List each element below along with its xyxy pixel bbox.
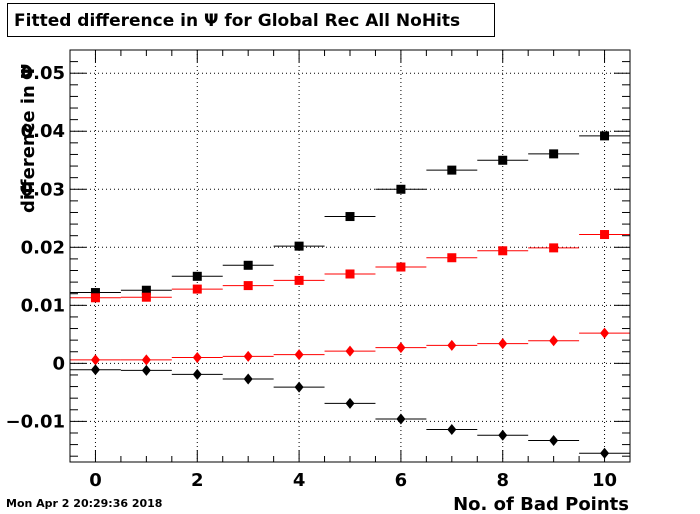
data-point <box>600 327 610 339</box>
grid <box>70 50 630 462</box>
data-point <box>345 345 355 357</box>
data-point <box>141 285 151 295</box>
data-point <box>294 275 304 285</box>
data-point <box>345 397 355 409</box>
chart-title: Fitted difference in Ψ for Global Rec Al… <box>14 11 461 31</box>
data-point <box>549 149 559 159</box>
data-point <box>498 246 508 256</box>
series-2 <box>70 230 630 303</box>
data-point <box>243 350 253 362</box>
data-point <box>90 293 100 303</box>
data-point <box>90 354 100 366</box>
x-tick-label: 4 <box>293 470 306 491</box>
data-point <box>243 281 253 291</box>
data-point <box>90 364 100 376</box>
x-axis-label: No. of Bad Points <box>453 494 629 514</box>
y-tick-label: 0 <box>52 353 65 374</box>
data-point <box>141 364 151 376</box>
data-point <box>294 241 304 251</box>
data-point <box>498 429 508 441</box>
series-4 <box>70 364 630 459</box>
data-point <box>294 349 304 361</box>
data-point <box>90 288 100 298</box>
x-tick-label: 6 <box>395 470 408 491</box>
x-tick-label: 0 <box>89 470 102 491</box>
data-point <box>243 373 253 385</box>
data-point <box>243 260 253 270</box>
y-tick-label: 0.01 <box>21 295 65 316</box>
timestamp: Mon Apr 2 20:29:36 2018 <box>6 497 163 510</box>
title-box: Fitted difference in Ψ for Global Rec Al… <box>7 3 495 37</box>
y-tick-label: 0.03 <box>21 179 65 200</box>
tick-labels: 0 2 4 6 8 10 −0.01 0 0.01 0.02 0.03 0.04 0.05 <box>6 63 618 491</box>
data-point <box>345 212 355 222</box>
data-point <box>192 284 202 294</box>
series-1 <box>70 131 630 298</box>
data-point <box>396 184 406 194</box>
data-point <box>192 352 202 364</box>
data-point <box>141 354 151 366</box>
data-point <box>600 131 610 141</box>
x-tick-label: 10 <box>592 470 617 491</box>
data-point <box>345 269 355 279</box>
data-point <box>141 292 151 302</box>
x-tick-label: 2 <box>191 470 204 491</box>
data-point <box>498 338 508 350</box>
y-axis-label: difference in Ψ <box>18 64 39 213</box>
data-point <box>294 381 304 393</box>
data-series <box>70 131 630 459</box>
x-tick-label: 8 <box>496 470 509 491</box>
data-point <box>447 424 457 436</box>
data-point <box>192 271 202 281</box>
data-point <box>396 342 406 354</box>
data-point <box>447 165 457 175</box>
y-tick-label: 0.05 <box>21 63 65 84</box>
y-tick-label: 0.04 <box>21 121 65 142</box>
data-point <box>396 262 406 272</box>
y-tick-label: −0.01 <box>6 411 66 432</box>
data-point <box>549 435 559 447</box>
data-point <box>549 243 559 253</box>
data-point <box>600 230 610 240</box>
series-3 <box>70 327 630 366</box>
data-point <box>192 368 202 380</box>
y-tick-label: 0.02 <box>21 237 65 258</box>
data-point <box>447 253 457 263</box>
data-point <box>498 155 508 165</box>
data-point <box>549 335 559 347</box>
data-point <box>396 413 406 425</box>
axis-ticks <box>70 50 630 462</box>
data-point <box>447 339 457 351</box>
